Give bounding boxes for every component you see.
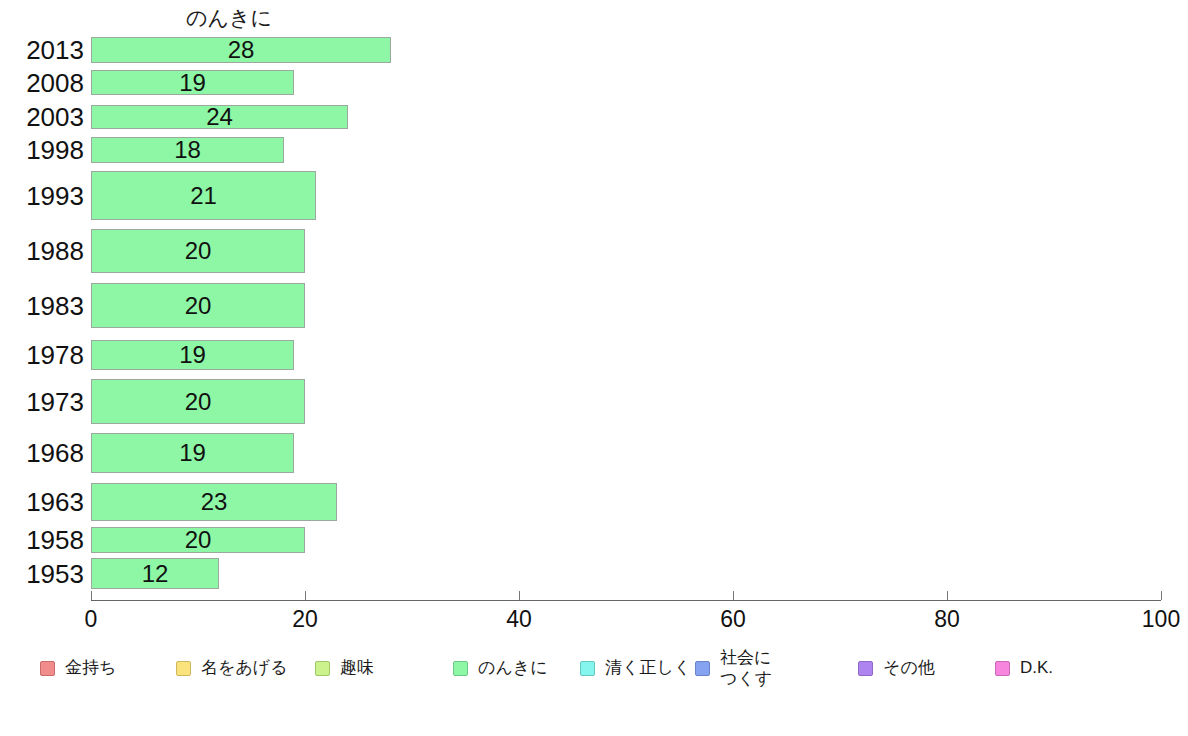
legend-item: D.K. [995,648,1053,688]
category-label: 2008 [0,70,84,96]
bar-value-label: 21 [91,184,316,208]
bar-value-label: 19 [91,71,294,95]
x-tick-label: 60 [720,608,746,631]
legend-swatch [995,661,1010,676]
legend-item: のんきに [453,648,548,688]
bar-value-label: 19 [91,441,294,465]
x-tick-label: 20 [292,608,318,631]
bar-value-label: 28 [91,38,391,62]
bar-value-label: 12 [91,562,219,586]
legend-swatch [858,661,873,676]
legend-label: 社会に つくす [720,647,772,690]
legend-label: 名をあげる [201,657,288,678]
legend-label: 清く正しく [605,657,691,678]
legend-label: D.K. [1020,657,1053,678]
legend-item: 金持ち [40,648,116,688]
legend-swatch [580,661,595,676]
legend-swatch [40,661,55,676]
category-label: 2003 [0,104,84,130]
category-label: 1963 [0,489,84,515]
x-tick-label: 0 [85,608,98,631]
category-label: 1978 [0,342,84,368]
x-tick-label: 40 [506,608,532,631]
legend-swatch [453,661,468,676]
category-label: 1998 [0,137,84,163]
x-tick-mark [1161,591,1162,600]
category-label: 1983 [0,293,84,319]
legend-swatch [695,661,710,676]
bar-value-label: 20 [91,239,305,263]
category-label: 1973 [0,389,84,415]
legend-label: のんきに [478,657,548,678]
legend-swatch [315,661,330,676]
bar-value-label: 20 [91,390,305,414]
category-label: 1953 [0,561,84,587]
legend-label: 金持ち [65,657,116,678]
bar-value-label: 18 [91,138,284,162]
x-tick-mark [733,591,734,600]
bar-chart: のんきに 2013 28 2008 19 2003 24 1998 18 1993 21 1988 2… [0,0,1188,736]
bar-value-label: 24 [91,105,348,129]
bar-value-label: 23 [91,490,337,514]
legend-item: 社会に つくす [695,648,772,688]
bar-value-label: 20 [91,294,305,318]
category-label: 1968 [0,440,84,466]
bar-value-label: 19 [91,343,294,367]
legend-item: 趣味 [315,648,374,688]
category-label: 1958 [0,527,84,553]
x-tick-mark [305,591,306,600]
category-label: 2013 [0,37,84,63]
x-tick-mark [91,591,92,600]
x-tick-mark [947,591,948,600]
category-label: 1988 [0,238,84,264]
chart-title: のんきに [186,4,272,32]
x-tick-mark [519,591,520,600]
legend-item: 清く正しく [580,648,691,688]
legend-label: その他 [883,657,935,678]
x-axis-line [91,600,1161,601]
legend-label: 趣味 [340,657,374,678]
legend-item: その他 [858,648,935,688]
x-tick-label: 80 [934,608,960,631]
legend-item: 名をあげる [176,648,288,688]
x-tick-label: 100 [1142,608,1180,631]
legend-swatch [176,661,191,676]
bar-value-label: 20 [91,528,305,552]
category-label: 1993 [0,183,84,209]
